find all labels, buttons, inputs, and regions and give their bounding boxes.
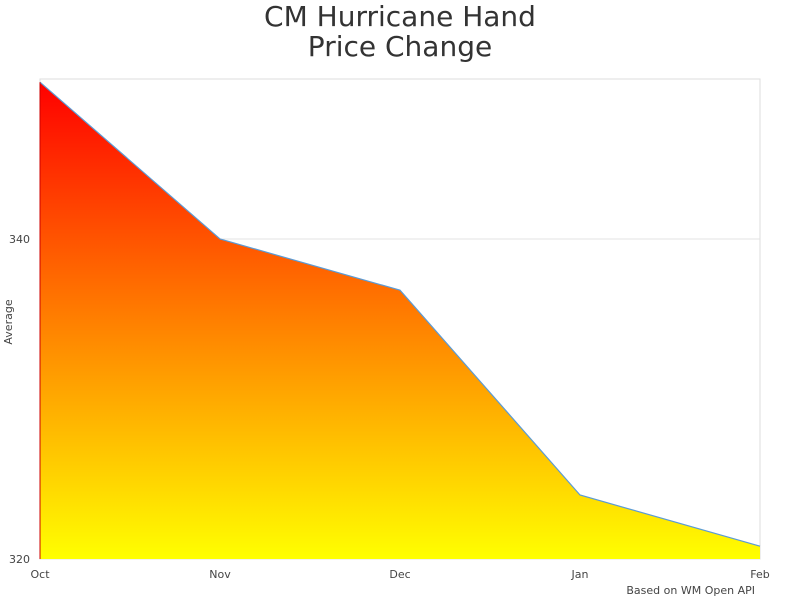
x-tick-label: Jan [571, 568, 589, 581]
title-line-2: Price Change [307, 30, 493, 63]
credit-text: Based on WM Open API [626, 584, 755, 597]
y-tick-label: 320 [9, 553, 30, 566]
title-line-1: CM Hurricane Hand [264, 0, 536, 33]
chart-title: CM Hurricane Hand Price Change [0, 2, 800, 62]
x-tick-label: Nov [209, 568, 231, 581]
x-tick-label: Dec [389, 568, 410, 581]
x-tick-label: Feb [750, 568, 769, 581]
y-tick-label: 340 [9, 233, 30, 246]
series-line [39, 81, 761, 547]
y-axis-label: Average [2, 299, 15, 344]
area-fill [40, 82, 760, 559]
x-tick-label: Oct [30, 568, 50, 581]
